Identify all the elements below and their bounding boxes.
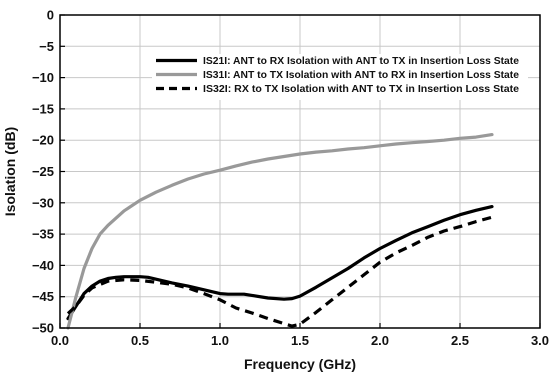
y-tick-label: −50 <box>32 321 54 336</box>
series-line-s21 <box>66 205 494 321</box>
x-axis-ticks: 0.0 0.5 1.0 1.5 2.0 2.5 3.0 <box>51 323 549 348</box>
series-line-s32 <box>66 215 493 328</box>
y-tick-label: −20 <box>32 133 54 148</box>
y-tick-label: −35 <box>32 227 54 242</box>
x-tick-label: 1.0 <box>211 333 229 348</box>
x-axis-label: Frequency (GHz) <box>244 356 356 372</box>
y-tick-label: −30 <box>32 195 54 210</box>
x-tick-label: 3.0 <box>531 333 549 348</box>
y-tick-label: −25 <box>32 164 54 179</box>
x-tick-label: 2.0 <box>371 333 389 348</box>
x-tick-label: 1.5 <box>291 333 309 348</box>
y-tick-label: −10 <box>32 70 54 85</box>
series-line-s31 <box>66 133 494 330</box>
legend: IS21I: ANT to RX Isolation with ANT to T… <box>152 54 528 100</box>
y-tick-label: −40 <box>32 258 54 273</box>
y-tick-label: −15 <box>32 101 54 116</box>
x-tick-label: 2.5 <box>451 333 469 348</box>
legend-entry-s31: IS31I: ANT to TX Isolation with ANT to R… <box>203 69 519 81</box>
x-tick-label: 0.0 <box>51 333 69 348</box>
y-tick-label: −5 <box>39 39 54 54</box>
y-tick-label: 0 <box>47 8 54 23</box>
y-tick-label: −45 <box>32 289 54 304</box>
legend-entry-s32: IS32I: RX to TX Isolation with ANT to TX… <box>203 83 519 95</box>
y-axis-label: Isolation (dB) <box>2 127 18 216</box>
legend-entry-s21: IS21I: ANT to RX Isolation with ANT to T… <box>203 55 519 67</box>
y-axis-ticks: 0 −5 −10 −15 −20 −25 −30 −35 −40 −45 −50 <box>32 8 65 336</box>
x-tick-label: 0.5 <box>131 333 149 348</box>
legend-background <box>152 54 528 100</box>
series-lines <box>66 133 494 330</box>
